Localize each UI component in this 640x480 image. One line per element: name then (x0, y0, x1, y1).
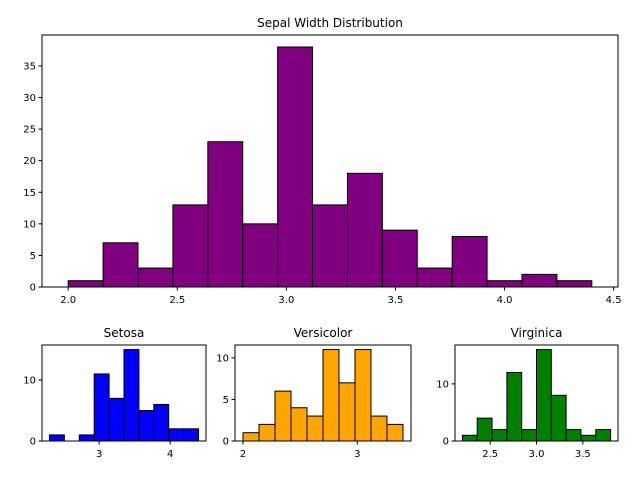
bar (290, 407, 308, 442)
bar (123, 349, 140, 442)
bar (67, 280, 104, 288)
bar (521, 273, 558, 288)
chart-title: Virginica (511, 326, 563, 340)
y-tick-label: 0 (443, 437, 449, 448)
x-tick-label: 3.0 (529, 449, 545, 460)
bar (48, 434, 65, 442)
x-tick-label: 4.5 (606, 295, 622, 306)
bar (78, 434, 95, 442)
bar (258, 423, 276, 442)
bar (137, 267, 174, 288)
x-tick-label: 2 (240, 449, 246, 460)
x-tick-label: 3 (354, 449, 360, 460)
y-tick-label: 0 (30, 437, 36, 448)
bar (338, 382, 356, 442)
x-tick-label: 2.0 (60, 295, 76, 306)
x-tick-label: 3.5 (575, 449, 591, 460)
bar (138, 410, 155, 442)
bar (242, 223, 279, 288)
bar (322, 349, 340, 442)
y-tick-label: 10 (216, 353, 229, 364)
bar (536, 349, 552, 442)
bar (381, 229, 418, 288)
bar (580, 434, 597, 442)
bar (312, 204, 348, 288)
x-tick-label: 2.5 (482, 449, 498, 460)
x-tick-label: 4 (167, 449, 173, 460)
bar (183, 428, 200, 442)
bar (242, 432, 260, 442)
chart-title: Versicolor (294, 326, 353, 340)
y-tick-label: 10 (23, 219, 36, 230)
bar (556, 280, 593, 288)
chart-title: Sepal Width Distribution (257, 16, 403, 30)
bar (595, 429, 612, 442)
bar (476, 417, 493, 442)
x-tick-label: 3.0 (278, 295, 294, 306)
y-tick-label: 25 (23, 125, 36, 136)
y-tick-label: 10 (436, 379, 449, 390)
bar (93, 373, 110, 442)
y-tick-label: 5 (30, 251, 36, 262)
axes-frame (234, 344, 412, 442)
bar (451, 235, 488, 288)
bar (108, 397, 125, 442)
bar (521, 429, 538, 442)
bar (277, 46, 314, 288)
bar (274, 390, 292, 442)
y-tick-label: 0 (30, 283, 36, 294)
bar (172, 204, 209, 288)
y-tick-label: 10 (23, 376, 36, 387)
x-tick-label: 4.0 (497, 295, 513, 306)
y-tick-label: 35 (23, 61, 36, 72)
chart-title: Setosa (104, 326, 145, 340)
bar (207, 141, 244, 288)
bar (491, 429, 508, 442)
y-tick-label: 0 (223, 437, 229, 448)
bar (370, 415, 388, 442)
axes-frame (41, 344, 207, 442)
y-tick-label: 20 (23, 156, 36, 167)
bar (168, 428, 185, 442)
bar (306, 415, 324, 442)
bar (346, 172, 383, 288)
bar (416, 267, 453, 288)
bar (550, 394, 567, 442)
bar (102, 242, 139, 288)
y-tick-label: 15 (23, 188, 36, 199)
bar (153, 403, 170, 442)
y-tick-label: 5 (223, 395, 229, 406)
bar (386, 423, 404, 442)
bar (354, 349, 372, 442)
x-tick-label: 3.5 (388, 295, 404, 306)
bar (506, 371, 523, 442)
bar (486, 280, 523, 288)
x-tick-label: 2.5 (169, 295, 185, 306)
bar (461, 434, 478, 442)
bar (565, 429, 582, 442)
y-tick-label: 30 (23, 93, 36, 104)
x-tick-label: 3 (96, 449, 102, 460)
